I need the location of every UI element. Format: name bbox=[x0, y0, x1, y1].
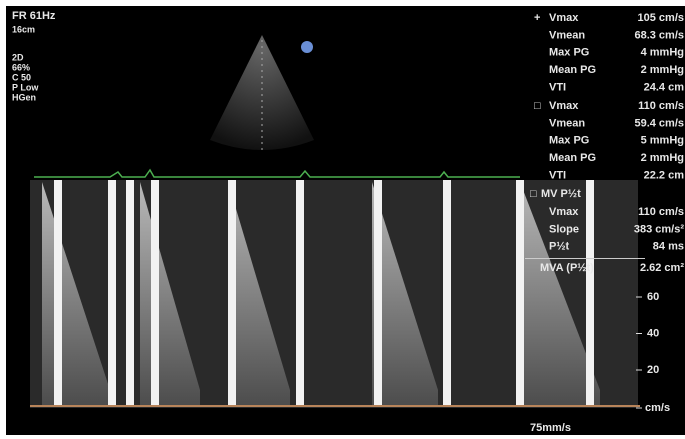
measure-label: VTI bbox=[549, 82, 566, 94]
measure-value: 68.3 cm/s bbox=[634, 29, 684, 41]
measure-value: 2 mmHg bbox=[641, 64, 684, 76]
scale-label: 60 bbox=[647, 291, 659, 303]
measure-value: 22.2 cm bbox=[644, 170, 685, 182]
measure-value: 110 cm/s bbox=[638, 100, 684, 112]
group-marker: + bbox=[534, 12, 540, 24]
valve-click bbox=[443, 180, 451, 406]
valve-click bbox=[516, 180, 524, 406]
measure-label: Slope bbox=[549, 223, 579, 235]
valve-click bbox=[126, 180, 134, 406]
measure-label: Vmax bbox=[549, 100, 579, 112]
measure-label: Mean PG bbox=[549, 64, 596, 76]
valve-click bbox=[108, 180, 116, 406]
orientation-icon bbox=[301, 41, 313, 53]
depth: 16cm bbox=[12, 24, 35, 34]
mva-value: 2.62 cm² bbox=[640, 262, 684, 274]
panel-divider bbox=[525, 258, 645, 259]
setting: HGen bbox=[12, 92, 36, 102]
measure-value: 4 mmHg bbox=[641, 47, 684, 59]
setting: C 50 bbox=[12, 72, 31, 82]
measure-label: VTI bbox=[549, 170, 566, 182]
ultrasound-screen: FR 61Hz 16cm 2D66%C 50P LowHGen + Vmax 105 cm… bbox=[0, 0, 685, 439]
scale-label: 20 bbox=[647, 364, 659, 376]
scale-label: 40 bbox=[647, 327, 659, 339]
measure-label: Vmean bbox=[549, 29, 585, 41]
valve-click bbox=[296, 180, 304, 406]
measure-value: 110 cm/s bbox=[638, 206, 684, 218]
valve-click bbox=[151, 180, 159, 406]
sweep-speed: 75mm/s bbox=[530, 422, 571, 434]
valve-click bbox=[374, 180, 382, 406]
measure-label: Mean PG bbox=[549, 152, 596, 164]
group-marker: □ bbox=[530, 188, 537, 200]
measure-value: 84 ms bbox=[653, 241, 684, 253]
setting: 2D bbox=[12, 52, 24, 62]
valve-click bbox=[586, 180, 594, 406]
measure-label: P½t bbox=[549, 241, 570, 253]
valve-click bbox=[228, 180, 236, 406]
group-title: MV P½t bbox=[541, 188, 581, 200]
setting: P Low bbox=[12, 82, 39, 92]
measure-value: 5 mmHg bbox=[641, 135, 684, 147]
measure-value: 59.4 cm/s bbox=[634, 117, 684, 129]
scale-unit: cm/s bbox=[645, 402, 670, 414]
measure-label: Vmean bbox=[549, 117, 585, 129]
measure-label: Max PG bbox=[549, 47, 589, 59]
frame-rate: FR 61Hz bbox=[12, 10, 56, 22]
setting: 66% bbox=[12, 62, 30, 72]
group-marker: □ bbox=[534, 100, 541, 112]
measure-label: Vmax bbox=[549, 206, 579, 218]
measure-label: Vmax bbox=[549, 12, 579, 24]
valve-click bbox=[54, 180, 62, 406]
measure-value: 2 mmHg bbox=[641, 152, 684, 164]
measure-value: 105 cm/s bbox=[638, 12, 684, 24]
measure-value: 24.4 cm bbox=[644, 82, 685, 94]
measure-label: Max PG bbox=[549, 135, 589, 147]
mva-label: MVA (P½t) bbox=[540, 262, 594, 274]
measure-value: 383 cm/s² bbox=[634, 223, 684, 235]
